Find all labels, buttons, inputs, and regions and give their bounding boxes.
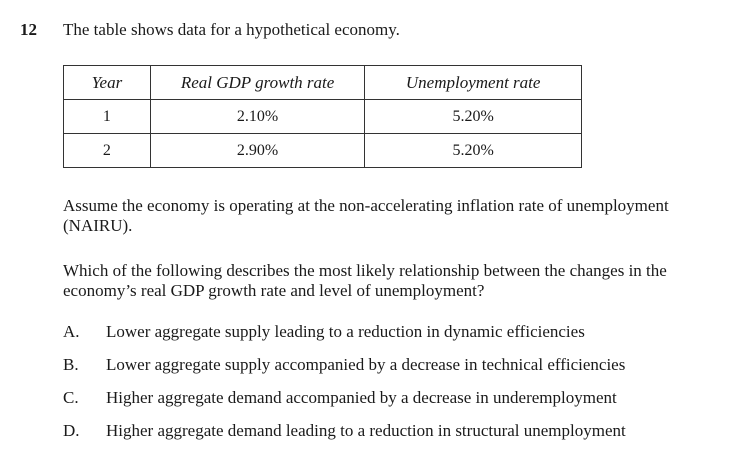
cell-unemployment: 5.20% — [364, 99, 582, 134]
assumption-paragraph: Assume the economy is operating at the n… — [63, 196, 669, 235]
option-b[interactable]: B. Lower aggregate supply accompanied by… — [63, 355, 626, 388]
table-row: 2 2.90% 5.20% — [63, 133, 582, 168]
question-stem: The table shows data for a hypothetical … — [63, 20, 400, 39]
data-table: Year Real GDP growth rate Unemployment r… — [63, 65, 582, 168]
option-text: Lower aggregate supply leading to a redu… — [106, 322, 585, 341]
table-header-row: Year Real GDP growth rate Unemployment r… — [63, 65, 582, 100]
option-letter: B. — [63, 355, 79, 374]
option-text: Lower aggregate supply accompanied by a … — [106, 355, 626, 374]
option-letter: C. — [63, 388, 79, 407]
option-letter: D. — [63, 421, 80, 440]
table-row: 1 2.10% 5.20% — [63, 99, 582, 134]
question-paragraph: Which of the following describes the mos… — [63, 261, 667, 300]
header-year: Year — [63, 65, 151, 100]
option-d[interactable]: D. Higher aggregate demand leading to a … — [63, 421, 626, 454]
answer-options: A. Lower aggregate supply leading to a r… — [63, 322, 626, 454]
option-letter: A. — [63, 322, 80, 341]
cell-unemployment: 5.20% — [364, 133, 582, 168]
cell-year: 2 — [63, 133, 151, 168]
header-gdp-growth: Real GDP growth rate — [149, 65, 366, 100]
option-text: Higher aggregate demand accompanied by a… — [106, 388, 617, 407]
option-text: Higher aggregate demand leading to a red… — [106, 421, 626, 440]
cell-gdp-growth: 2.10% — [149, 99, 366, 134]
header-unemployment: Unemployment rate — [364, 65, 582, 100]
cell-year: 1 — [63, 99, 151, 134]
cell-gdp-growth: 2.90% — [149, 133, 366, 168]
question-number: 12 — [20, 20, 37, 39]
option-c[interactable]: C. Higher aggregate demand accompanied b… — [63, 388, 626, 421]
option-a[interactable]: A. Lower aggregate supply leading to a r… — [63, 322, 626, 355]
